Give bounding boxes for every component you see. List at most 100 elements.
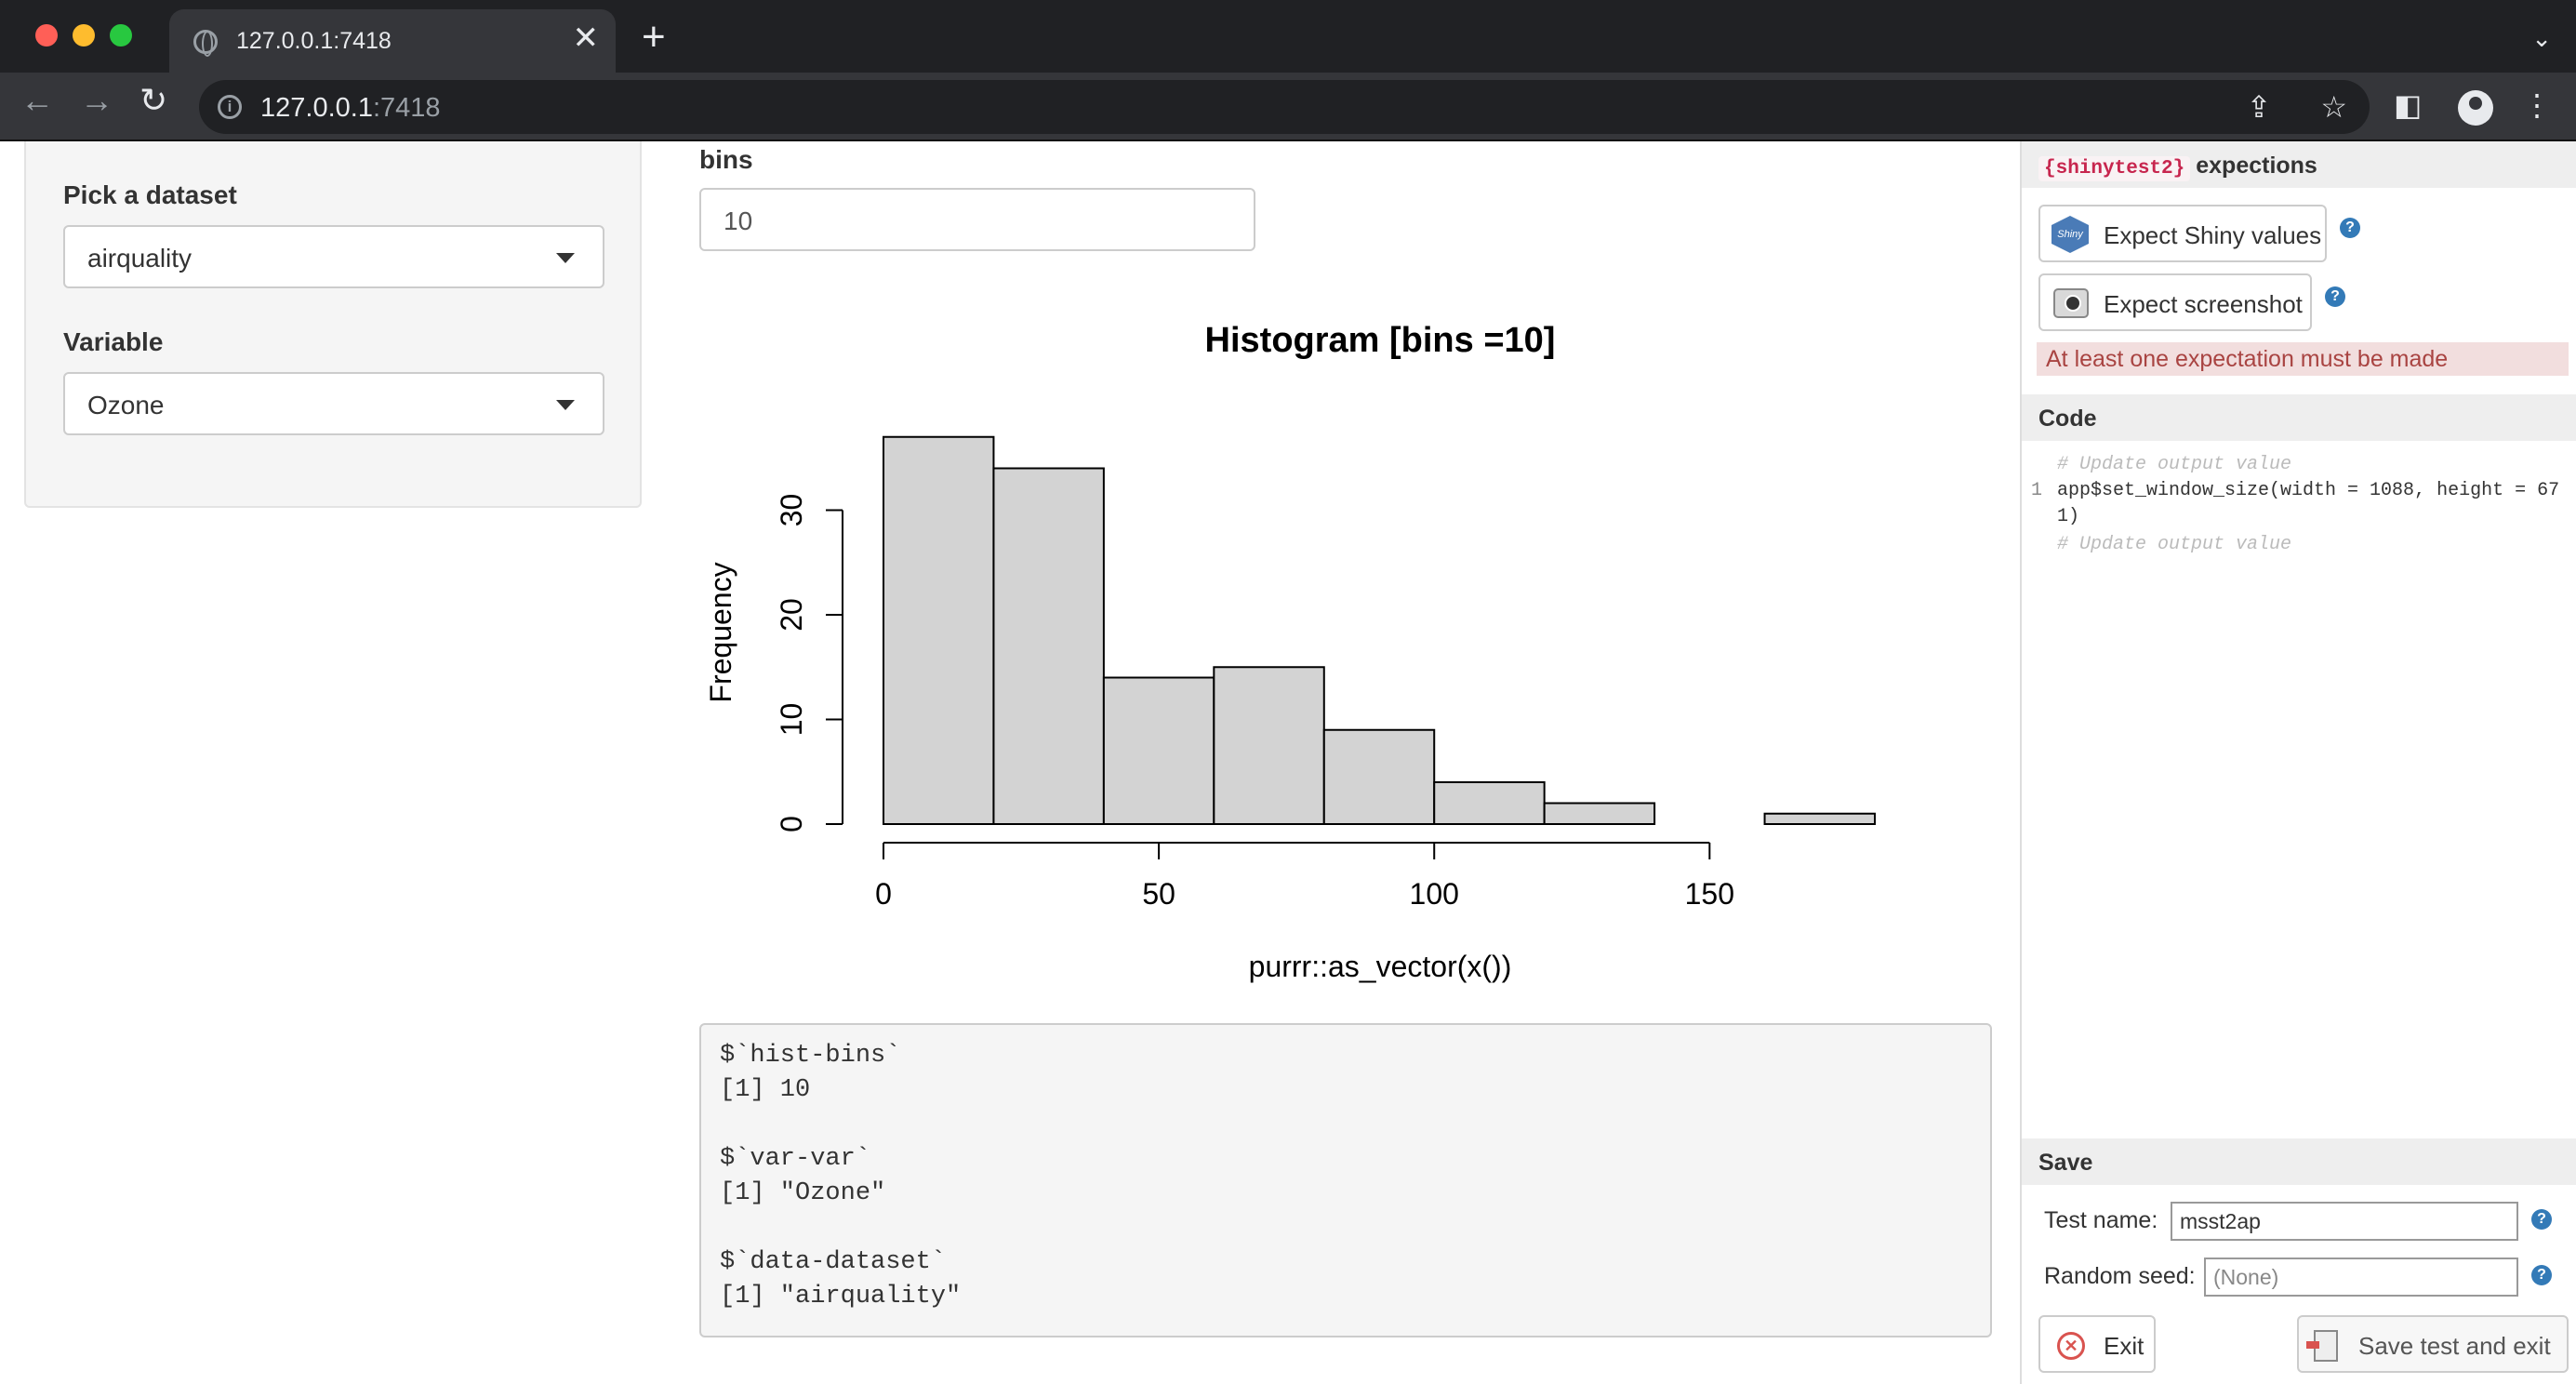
address-bar[interactable]: i 127.0.0.1:7418 ⇪ ☆ [199,80,2370,134]
browser-titlebar: 127.0.0.1:7418 ✕ + ⌄ [0,0,2576,73]
minimize-window-button[interactable] [73,24,95,47]
expect-values-label: Expect Shiny values [2104,221,2322,249]
help-icon[interactable]: ? [2531,1265,2552,1285]
expect-shiny-values-button[interactable]: Shiny Expect Shiny values [2038,205,2327,262]
browser-menu-icon[interactable]: ⋮ [2522,88,2552,122]
dataset-value: airquality [87,244,193,273]
x-tick-label: 150 [1685,877,1734,911]
code-line-wrap: 1) [2057,506,2080,527]
save-header: Save [2022,1138,2576,1185]
output-line: [1] 10 [720,1076,811,1104]
save-exit-icon [2306,1330,2338,1362]
new-tab-button[interactable]: + [642,14,666,60]
y-tick-label: 20 [775,598,808,632]
y-tick-label: 0 [775,816,808,832]
histogram-svg: Histogram [bins =10] 0 50 100 150 0 10 20 30 purr… [704,321,1876,983]
code-header: Code [2022,394,2576,441]
caret-down-icon [556,400,575,410]
code-comment: # Update output value [2057,534,2292,555]
save-exit-label: Save test and exit [2358,1332,2551,1360]
code-title: Code [2038,406,2097,432]
line-number: 1 [2031,480,2043,501]
back-button[interactable]: ← [20,81,54,119]
package-tag: {shinytest2} [2038,156,2191,181]
close-tab-icon[interactable]: ✕ [572,20,600,56]
expectations-title: expections [2196,153,2317,179]
sidebar-panel: Pick a dataset airquality Variable Ozone [24,141,642,508]
tab-search-icon[interactable]: ⌄ [2531,24,2552,52]
forward-button[interactable]: → [80,81,113,119]
code-editor[interactable]: # Update output value 1 app$set_window_s… [2022,441,2576,1133]
test-name-label: Test name: [2044,1207,2158,1233]
exit-x-icon: ✕ [2057,1332,2085,1360]
test-name-input[interactable]: msst2ap [2171,1202,2518,1241]
random-seed-label: Random seed: [2044,1263,2196,1289]
reload-button[interactable]: ↻ [139,81,168,119]
help-icon[interactable]: ? [2325,286,2345,307]
x-tick-label: 50 [1142,877,1175,911]
save-title: Save [2038,1150,2093,1176]
y-tick-label: 30 [775,494,808,527]
browser-toolbar: ← → ↻ i 127.0.0.1:7418 ⇪ ☆ [0,73,2576,141]
variable-value: Ozone [87,391,165,419]
help-icon[interactable]: ? [2340,218,2360,238]
chart-title: Histogram [bins =10] [1205,321,1556,360]
output-line: $`var-var` [720,1145,871,1173]
side-panel-icon[interactable]: ◧ [2393,88,2423,122]
profile-avatar-icon[interactable] [2458,89,2494,126]
output-line [720,1214,1972,1248]
dataset-select[interactable]: airquality [63,225,604,288]
output-line [720,1111,1972,1145]
expectations-header: {shinytest2} expections [2022,141,2576,188]
y-tick-label: 10 [775,703,808,737]
exit-button[interactable]: ✕ Exit [2038,1315,2156,1373]
camera-icon [2053,288,2089,318]
histogram-bar [1213,666,1325,825]
url-host: 127.0.0.1 [260,93,373,123]
histogram-bar [1543,802,1656,825]
expectation-warning: At least one expectation must be made [2037,342,2569,376]
caret-down-icon [556,253,575,263]
url-text: 127.0.0.1:7418 [260,93,441,124]
histogram-bar [1102,676,1215,825]
variable-select[interactable]: Ozone [63,372,604,435]
output-line: [1] "Ozone" [720,1179,886,1207]
share-icon[interactable]: ⇪ [2246,90,2272,124]
expect-screenshot-label: Expect screenshot [2104,290,2303,318]
bins-value: 10 [724,206,753,235]
site-info-icon[interactable]: i [218,95,242,119]
exit-label: Exit [2104,1332,2144,1360]
zoom-window-button[interactable] [110,24,132,47]
bins-label: bins [699,145,753,174]
expect-screenshot-button[interactable]: Expect screenshot [2038,273,2312,331]
histogram-bar [883,435,995,825]
tab-title: 127.0.0.1:7418 [236,28,392,54]
dataset-label: Pick a dataset [63,180,237,209]
x-tick-label: 0 [875,877,892,911]
help-icon[interactable]: ? [2531,1209,2552,1230]
url-port: :7418 [372,93,441,123]
random-seed-input[interactable]: (None) [2204,1258,2518,1297]
output-line: $`hist-bins` [720,1042,901,1070]
histogram-bar [992,467,1105,825]
save-test-and-exit-button[interactable]: Save test and exit [2297,1315,2569,1373]
code-line: app$set_window_size(width = 1088, height… [2057,480,2560,501]
output-line: $`data-dataset` [720,1248,947,1276]
output-line: [1] "airquality" [720,1283,962,1311]
browser-tab[interactable]: 127.0.0.1:7418 ✕ [169,9,616,73]
bookmark-star-icon[interactable]: ☆ [2320,90,2347,124]
output-verbatim: $`hist-bins` [1] 10 $`var-var` [1] "Ozone" $… [699,1023,1992,1337]
y-axis-label: Frequency [704,562,737,702]
x-tick-label: 100 [1410,877,1459,911]
histogram-bar [1433,781,1546,825]
x-axis-label: purrr::as_vector(x()) [1249,950,1512,983]
histogram-bar [1763,812,1876,825]
close-window-button[interactable] [35,24,58,47]
bins-input[interactable]: 10 [699,188,1255,251]
histogram-bar [1322,728,1436,825]
variable-label: Variable [63,327,164,356]
globe-icon [193,30,218,57]
histogram-plot: Histogram [bins =10] 0 50 100 150 0 10 20 30 purr… [699,307,2057,995]
shiny-logo-icon: Shiny [2052,216,2089,253]
recorder-panel: {shinytest2} expections Shiny Expect Shin… [2020,141,2576,1384]
